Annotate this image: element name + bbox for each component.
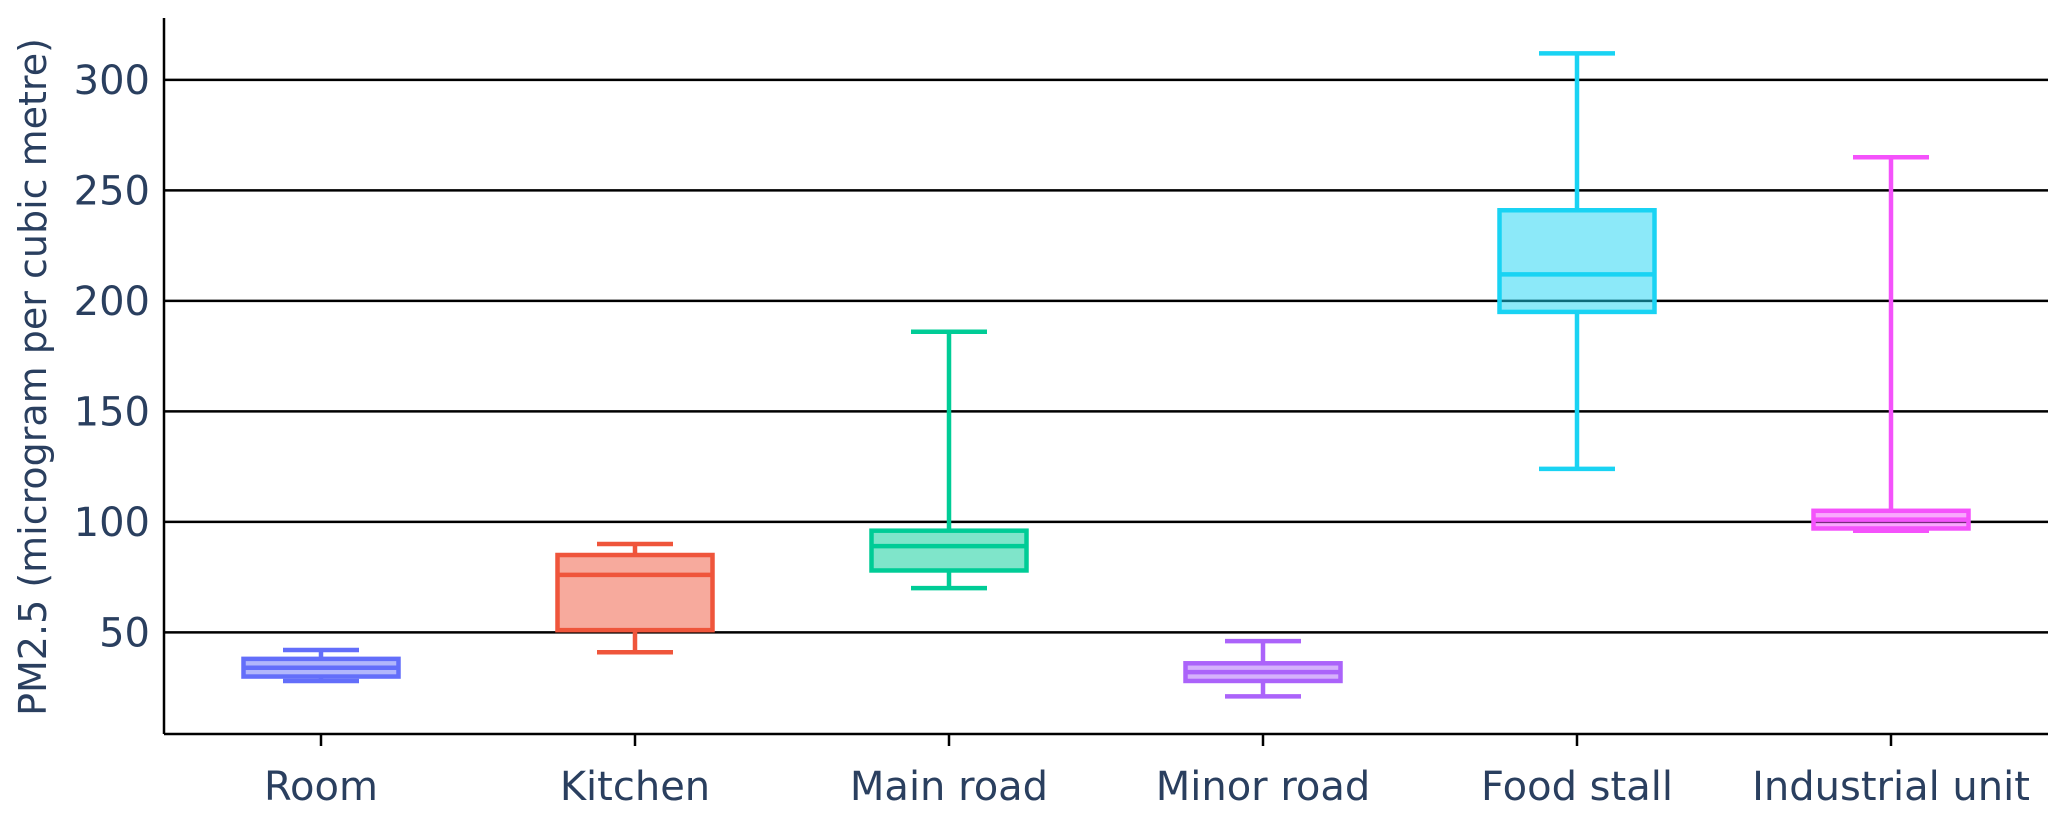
iqr-box-kitchen [558, 555, 713, 630]
y-axis-title: PM2.5 (microgram per cubic metre) [11, 38, 55, 716]
x-tick-label-industrial-unit: Industrial unit [1752, 764, 2030, 810]
y-tick-label-200: 200 [74, 279, 150, 325]
y-tick-label-150: 150 [74, 389, 150, 435]
x-tick-label-main-road: Main road [850, 764, 1048, 810]
box-minor-road [1186, 641, 1341, 696]
y-tick-label-300: 300 [74, 58, 150, 104]
axes [164, 18, 2048, 746]
gridlines [164, 80, 2048, 632]
iqr-box-food-stall [1500, 210, 1655, 312]
x-tick-label-minor-road: Minor road [1156, 764, 1371, 810]
y-tick-label-100: 100 [74, 500, 150, 546]
box-industrial-unit [1814, 157, 1969, 530]
box-food-stall [1500, 53, 1655, 468]
y-tick-label-250: 250 [74, 168, 150, 214]
box-main-road [872, 332, 1027, 588]
iqr-box-main-road [872, 531, 1027, 571]
x-tick-label-food-stall: Food stall [1481, 764, 1673, 810]
tick-labels: 50 100 150 200 250 300 Room Kitchen Main road Min… [74, 58, 2030, 810]
boxes [244, 53, 1969, 696]
y-tick-label-50: 50 [99, 610, 150, 656]
x-tick-label-room: Room [264, 764, 378, 810]
box-room [244, 650, 399, 681]
x-tick-label-kitchen: Kitchen [560, 764, 710, 810]
box-kitchen [558, 544, 713, 652]
